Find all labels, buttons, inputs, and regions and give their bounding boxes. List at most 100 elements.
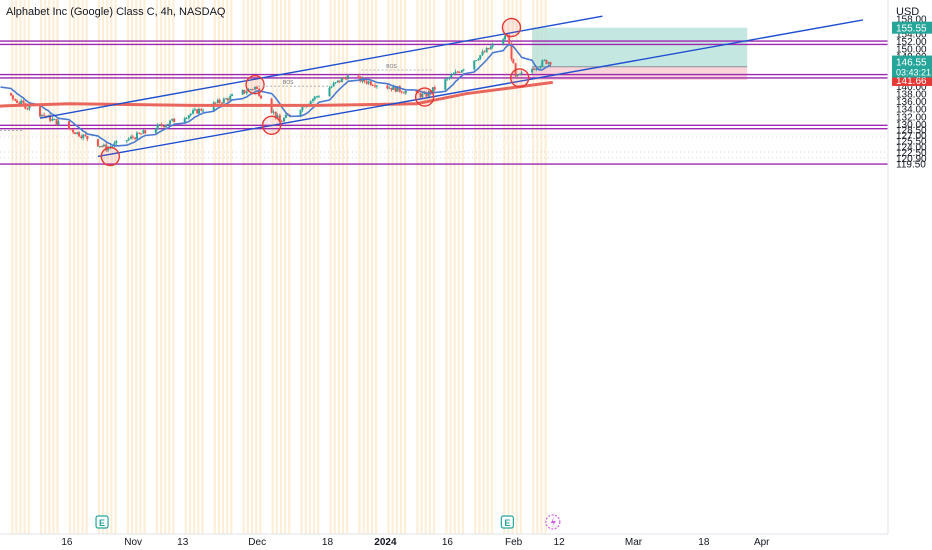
earnings-marker bbox=[95, 515, 109, 529]
candle-body bbox=[260, 96, 263, 99]
session-shading bbox=[420, 0, 423, 534]
candle-body bbox=[328, 87, 331, 97]
candle-body bbox=[231, 94, 234, 96]
session-shading bbox=[457, 0, 460, 534]
candle-body bbox=[135, 132, 138, 140]
candle-body bbox=[220, 102, 223, 104]
candle-body bbox=[105, 144, 108, 151]
candle-body bbox=[415, 90, 418, 92]
candle-body bbox=[283, 117, 286, 122]
session-shading bbox=[23, 0, 26, 534]
candle-body bbox=[216, 99, 219, 103]
session-shading bbox=[461, 0, 464, 534]
last-price-badge-label: 146.55 bbox=[896, 58, 927, 69]
candle-body bbox=[222, 98, 225, 104]
candle-body bbox=[454, 71, 457, 74]
candle-body bbox=[254, 86, 257, 90]
candle-body bbox=[309, 101, 312, 105]
channel-lines[interactable] bbox=[39, 15, 864, 158]
session-shading bbox=[391, 0, 394, 534]
candle-body bbox=[423, 93, 426, 95]
currency-label[interactable]: USD bbox=[896, 6, 920, 18]
session-shading bbox=[172, 0, 175, 534]
candle-body bbox=[512, 59, 515, 64]
session-shading bbox=[375, 0, 378, 534]
candle-body bbox=[504, 35, 507, 40]
session-shading bbox=[399, 0, 402, 534]
x-tick-label: Nov bbox=[124, 537, 142, 548]
candle-body bbox=[167, 123, 170, 126]
candle-body bbox=[394, 85, 397, 92]
session-shading bbox=[213, 0, 216, 534]
session-shading bbox=[474, 0, 477, 534]
session-shading bbox=[453, 0, 456, 534]
session-shading bbox=[358, 0, 361, 534]
session-shading bbox=[97, 0, 101, 534]
candle-body bbox=[73, 132, 76, 134]
candle-body bbox=[535, 68, 538, 70]
candle-body bbox=[10, 93, 13, 96]
candle-body bbox=[28, 106, 31, 109]
candle-body bbox=[346, 75, 349, 80]
candle-body bbox=[419, 93, 422, 98]
candle-body bbox=[158, 124, 161, 126]
y-tick-label: 138.00 bbox=[896, 90, 927, 101]
candle-body bbox=[84, 134, 87, 137]
session-shading bbox=[135, 0, 138, 534]
channel-line[interactable] bbox=[39, 15, 603, 119]
target-badge-label: 155.55 bbox=[896, 24, 927, 35]
session-shading bbox=[486, 0, 489, 534]
candle-body bbox=[417, 91, 420, 94]
candle-body bbox=[245, 91, 248, 94]
session-shading bbox=[19, 0, 22, 534]
candle-body bbox=[164, 125, 167, 128]
candle-body bbox=[113, 143, 116, 147]
candle-body bbox=[72, 129, 75, 133]
earnings-label: E bbox=[504, 518, 510, 528]
swing-point-marker bbox=[261, 115, 282, 135]
candle-body bbox=[86, 136, 89, 140]
candle-body bbox=[365, 81, 368, 84]
y-tick-label: 120.90 bbox=[896, 154, 927, 165]
candle-body bbox=[481, 51, 484, 56]
target-badge bbox=[892, 21, 932, 34]
candle-body bbox=[549, 62, 552, 65]
session-shading bbox=[259, 0, 262, 534]
session-shading bbox=[544, 0, 547, 534]
y-tick-label: 134.00 bbox=[896, 105, 927, 116]
session-shading bbox=[114, 0, 117, 534]
candle-body bbox=[357, 75, 360, 77]
session-shading bbox=[230, 0, 233, 534]
candle-body bbox=[340, 77, 343, 83]
session-shading bbox=[304, 0, 307, 534]
channel-line[interactable] bbox=[97, 19, 864, 158]
candle-body bbox=[276, 115, 279, 118]
y-tick-label: 154.00 bbox=[896, 30, 927, 41]
swing-point-marker bbox=[100, 146, 121, 167]
candle-body bbox=[69, 128, 72, 130]
candle-body bbox=[280, 121, 283, 123]
background-layer bbox=[0, 0, 888, 534]
session-shading bbox=[279, 0, 283, 534]
candle-body bbox=[483, 51, 486, 53]
candle-body bbox=[57, 121, 60, 125]
candle-body bbox=[477, 59, 480, 61]
candle-body bbox=[131, 136, 134, 138]
short-moving-average bbox=[0, 43, 551, 147]
session-shading bbox=[503, 0, 506, 534]
candle-body bbox=[127, 138, 130, 141]
profit-zone bbox=[532, 27, 748, 67]
candle-body bbox=[40, 114, 43, 117]
candle-body bbox=[444, 79, 447, 90]
candle-body bbox=[251, 89, 254, 91]
candle-body bbox=[369, 81, 372, 86]
candle-body bbox=[274, 111, 277, 118]
x-tick-label: Mar bbox=[625, 537, 643, 548]
candle-body bbox=[78, 132, 81, 137]
position-zones bbox=[532, 27, 748, 80]
x-tick-label: Apr bbox=[754, 537, 770, 548]
session-shading bbox=[56, 0, 59, 534]
session-shading bbox=[362, 0, 365, 534]
